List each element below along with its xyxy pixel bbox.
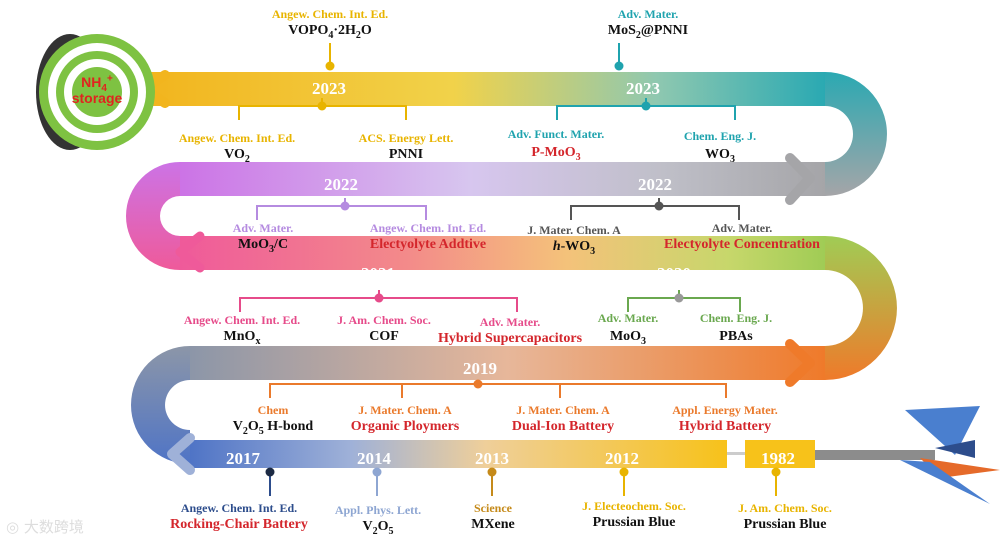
direction-chevrons <box>139 70 815 475</box>
year-label: 2023 <box>312 79 346 98</box>
material-label: MoO3 <box>609 329 647 347</box>
target-bullseye <box>36 34 155 150</box>
journal-label: Angew. Chem. Int. Ed. <box>271 7 389 21</box>
target-label: NH4+ storage <box>62 73 132 106</box>
material-label: P-MoO3 <box>531 145 581 163</box>
dart-icon <box>815 406 1000 504</box>
connector-dots <box>265 61 781 477</box>
material-label: Rocking-Chair Battery <box>170 517 308 532</box>
journal-label: ACS. Energy Lett. <box>358 131 454 145</box>
journal-label: J. Am. Chem. Soc. <box>337 313 431 327</box>
year-label: 2020 <box>657 264 691 283</box>
material-label: PBAs <box>719 329 753 344</box>
material-label: VOPO4·2H2O <box>288 23 372 41</box>
material-label: V2O5 <box>362 519 394 537</box>
material-label: MnOx <box>223 329 261 347</box>
material-label: Electyolyte Addtive <box>369 237 487 252</box>
material-label: MoS2@PNNI <box>607 23 689 41</box>
journal-label: J. Electeochem. Soc. <box>582 499 686 513</box>
journal-label: J. Mater. Chem. A <box>527 223 621 237</box>
year-label: 1982 <box>761 449 795 468</box>
year-label: 2017 <box>226 449 260 468</box>
timeline-band <box>126 72 897 468</box>
material-label: COF <box>369 329 399 344</box>
journal-label: Adv. Mater. <box>479 315 541 329</box>
journal-label: J. Mater. Chem. A <box>358 403 452 417</box>
watermark: ◎ 大数跨境 <box>6 516 84 537</box>
journal-label: Angew. Chem. Int. Ed. <box>183 313 301 327</box>
journal-label: Adv. Mater. <box>617 7 679 21</box>
material-label: MoO3/C <box>237 237 289 255</box>
year-label: 2023 <box>626 79 660 98</box>
journal-label: Chem. Eng. J. <box>683 129 757 143</box>
material-label: MXene <box>471 517 515 532</box>
year-label: 2012 <box>605 449 639 468</box>
journal-label: Angew. Chem. Int. Ed. <box>178 131 296 145</box>
year-label: 2022 <box>324 175 358 194</box>
year-label: 2014 <box>357 449 391 468</box>
material-label: Prussian Blue <box>743 517 827 532</box>
year-label: 2022 <box>638 175 672 194</box>
material-label: Organic Ploymers <box>350 419 460 434</box>
journal-label: Adv. Funct. Mater. <box>507 127 605 141</box>
target-label-storage: storage <box>71 90 123 106</box>
year-label: 2019 <box>463 359 497 378</box>
journal-label: Appl. Energy Mater. <box>672 403 778 417</box>
year-label: 2021 <box>361 264 395 283</box>
journal-label: Chem. Eng. J. <box>699 311 773 325</box>
material-label: WO3 <box>705 147 735 165</box>
journal-label: Adv. Mater. <box>232 221 294 235</box>
journal-label: Appl. Phys. Lett. <box>334 503 422 517</box>
material-label: Prussian Blue <box>592 515 676 530</box>
journal-label: Angew. Chem. Int. Ed. <box>180 501 298 515</box>
journal-label: Adv. Mater. <box>711 221 773 235</box>
watermark-text: 大数跨境 <box>23 518 84 536</box>
watermark-icon: ◎ <box>6 518 24 536</box>
journal-label: J. Mater. Chem. A <box>516 403 610 417</box>
target-label-ion: NH4+ <box>81 73 113 94</box>
material-label: Dual-Ion Battery <box>511 419 615 434</box>
journal-label: J. Am. Chem. Soc. <box>738 501 832 515</box>
material-label: Electyolyte Concentration <box>664 237 820 252</box>
material-label: PNNI <box>388 147 424 162</box>
material-label: Hybrid Battery <box>678 419 772 434</box>
material-label: Hybrid Supercapacitors <box>437 331 583 346</box>
journal-label: Science <box>474 501 512 515</box>
journal-label: Adv. Mater. <box>597 311 659 325</box>
journal-label: Angew. Chem. Int. Ed. <box>369 221 487 235</box>
material-label: h-WO3 <box>552 239 596 257</box>
material-label: V2O5 H-bond <box>232 419 314 437</box>
year-label: 2013 <box>475 449 509 468</box>
journal-label: Chem <box>257 403 289 417</box>
material-label: VO2 <box>224 147 250 165</box>
